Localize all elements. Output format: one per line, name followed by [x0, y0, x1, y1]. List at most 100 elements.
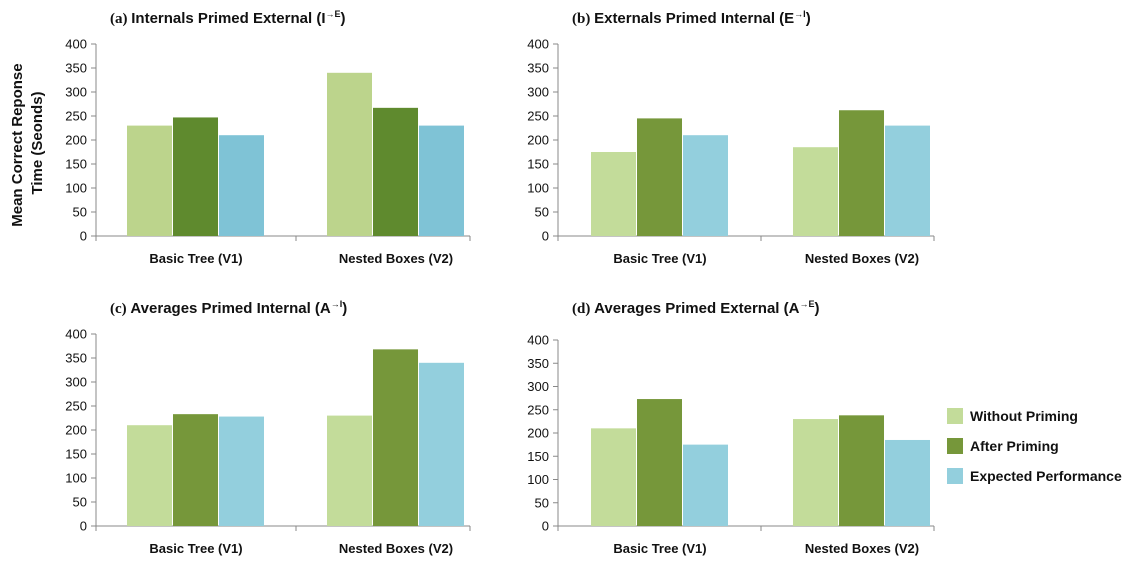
bar-expected-performance	[419, 362, 464, 526]
bar-expected-performance	[683, 135, 728, 236]
y-tick-label: 100	[65, 471, 87, 486]
bar-after-priming	[839, 110, 884, 236]
y-tick-label: 400	[527, 333, 549, 348]
bar-expected-performance	[419, 125, 464, 236]
y-tick-label: 150	[65, 157, 87, 172]
y-tick-label: 150	[527, 449, 549, 464]
bar-after-priming	[839, 415, 884, 526]
x-category-label: Nested Boxes (V2)	[339, 541, 453, 556]
bar-after-priming	[637, 118, 682, 236]
panel-title-superscript: →E	[799, 299, 814, 309]
panel-title-close: )	[814, 300, 819, 317]
legend-item: Without Priming	[947, 408, 1078, 424]
x-category-label: Nested Boxes (V2)	[805, 251, 919, 266]
x-category-label: Basic Tree (V1)	[613, 251, 706, 266]
y-tick-label: 300	[527, 379, 549, 394]
bar-after-priming	[373, 107, 418, 236]
y-tick-label: 100	[65, 181, 87, 196]
y-tick-label: 300	[65, 85, 87, 100]
y-tick-label: 400	[65, 37, 87, 52]
y-tick-label: 200	[65, 423, 87, 438]
panel-title-text: Externals Primed Internal (E	[594, 10, 794, 27]
y-tick-label: 100	[527, 181, 549, 196]
y-axis-label-line-2: Time (Seonds)	[29, 91, 46, 194]
bar-after-priming	[173, 414, 218, 526]
panel-title: (c) Averages Primed Internal (A→I)	[110, 299, 347, 317]
legend-label: Expected Performance	[970, 468, 1122, 484]
y-tick-label: 250	[527, 109, 549, 124]
y-tick-label: 250	[65, 399, 87, 414]
panel-title-close: )	[806, 10, 811, 27]
y-tick-label: 350	[65, 61, 87, 76]
panel-title-prefix: (a)	[110, 11, 131, 27]
y-tick-label: 50	[73, 205, 87, 220]
bar-expected-performance	[885, 439, 930, 526]
panel-title: (b) Externals Primed Internal (E→I)	[572, 9, 811, 27]
bar-without-priming	[127, 125, 172, 236]
chart-legend: Without Priming After Priming Expected Per…	[947, 408, 1122, 484]
bar-expected-performance	[219, 135, 264, 236]
chart-panel-d: (d) Averages Primed External (A→E) 0 50 100…	[527, 299, 935, 556]
y-axis-label-line-1: Mean Correct Reponse	[9, 63, 26, 226]
panel-title: (a) Internals Primed External (I→E)	[110, 9, 346, 27]
bar-expected-performance	[219, 416, 264, 526]
panel-title-prefix: (d)	[572, 301, 594, 317]
bar-without-priming	[591, 152, 636, 236]
y-tick-label: 0	[80, 229, 87, 244]
x-category-label: Basic Tree (V1)	[613, 541, 706, 556]
panel-title-close: )	[341, 10, 346, 27]
legend-swatch	[947, 438, 963, 454]
y-tick-label: 400	[527, 37, 549, 52]
bar-without-priming	[793, 419, 838, 526]
x-category-label: Basic Tree (V1)	[149, 541, 242, 556]
panel-title-superscript: →E	[325, 9, 340, 19]
x-category-label: Nested Boxes (V2)	[805, 541, 919, 556]
bar-without-priming	[591, 428, 636, 526]
panel-title-text: Averages Primed Internal (A	[130, 300, 331, 317]
bar-after-priming	[637, 399, 682, 526]
y-tick-label: 200	[65, 133, 87, 148]
y-axis-label: Mean Correct Reponse Time (Seonds)	[9, 59, 46, 227]
y-tick-label: 250	[65, 109, 87, 124]
y-tick-label: 0	[542, 229, 549, 244]
legend-swatch	[947, 468, 963, 484]
panel-title-close: )	[342, 300, 347, 317]
y-tick-label: 350	[527, 356, 549, 371]
panel-title-prefix: (c)	[110, 301, 130, 317]
panel-title-superscript: →I	[331, 299, 343, 309]
bar-without-priming	[793, 147, 838, 236]
y-tick-label: 200	[527, 426, 549, 441]
chart-panel-b: (b) Externals Primed Internal (E→I) 0 50 10…	[527, 9, 935, 266]
chart-panel-c: (c) Averages Primed Internal (A→I) 0 50 100…	[65, 299, 471, 556]
panel-title-prefix: (b)	[572, 11, 594, 27]
bar-after-priming	[173, 117, 218, 236]
bar-after-priming	[373, 349, 418, 526]
y-tick-label: 0	[80, 519, 87, 534]
y-tick-label: 50	[73, 495, 87, 510]
y-tick-label: 200	[527, 133, 549, 148]
legend-swatch	[947, 408, 963, 424]
y-tick-label: 0	[542, 519, 549, 534]
y-tick-label: 50	[535, 495, 549, 510]
y-tick-label: 50	[535, 205, 549, 220]
bar-without-priming	[327, 415, 372, 526]
legend-item: After Priming	[947, 438, 1059, 454]
y-tick-label: 100	[527, 472, 549, 487]
y-tick-label: 300	[527, 85, 549, 100]
legend-item: Expected Performance	[947, 468, 1122, 484]
bar-expected-performance	[683, 444, 728, 526]
legend-label: After Priming	[970, 438, 1059, 454]
chart-panel-a: (a) Internals Primed External (I→E) 0 50 10…	[65, 9, 471, 266]
chart-panels: (a) Internals Primed External (I→E)05010…	[65, 9, 935, 556]
y-tick-label: 350	[527, 61, 549, 76]
panel-title-text: Internals Primed External (I	[131, 10, 325, 27]
y-tick-label: 300	[65, 375, 87, 390]
legend-label: Without Priming	[970, 408, 1078, 424]
panel-title-text: Averages Primed External (A	[594, 300, 800, 317]
x-category-label: Nested Boxes (V2)	[339, 251, 453, 266]
y-tick-label: 400	[65, 327, 87, 342]
y-tick-label: 150	[65, 447, 87, 462]
panel-title: (d) Averages Primed External (A→E)	[572, 299, 819, 317]
bar-without-priming	[127, 425, 172, 526]
